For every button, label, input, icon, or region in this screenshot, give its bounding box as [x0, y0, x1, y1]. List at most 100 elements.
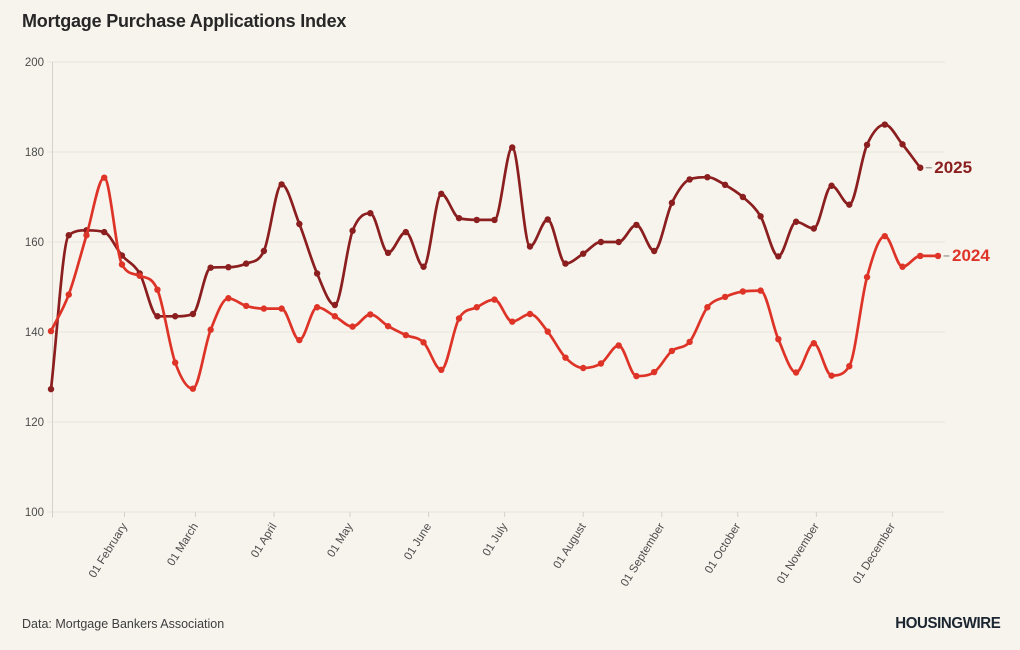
- data-point-2024[interactable]: [367, 311, 374, 318]
- data-point-2024[interactable]: [154, 286, 161, 293]
- data-point-2024[interactable]: [686, 338, 693, 346]
- data-point-2024[interactable]: [207, 326, 214, 333]
- data-point-2025[interactable]: [721, 181, 729, 189]
- data-point-2025[interactable]: [349, 227, 356, 234]
- data-point-2025[interactable]: [597, 238, 605, 246]
- x-tick-label: 01 June: [402, 521, 434, 562]
- data-point-2024[interactable]: [810, 340, 818, 347]
- data-point-2025[interactable]: [863, 141, 871, 148]
- data-point-2025[interactable]: [101, 228, 108, 236]
- data-point-2024[interactable]: [136, 272, 143, 279]
- data-point-2025[interactable]: [438, 190, 445, 198]
- data-point-2024[interactable]: [668, 347, 676, 355]
- data-point-2025[interactable]: [491, 216, 498, 224]
- data-point-2024[interactable]: [917, 252, 924, 260]
- data-point-2024[interactable]: [260, 305, 268, 312]
- data-point-2024[interactable]: [881, 232, 888, 240]
- data-point-2025[interactable]: [846, 201, 853, 208]
- data-point-2025[interactable]: [455, 214, 463, 222]
- data-point-2025[interactable]: [509, 144, 516, 151]
- data-point-2024[interactable]: [597, 360, 605, 367]
- data-point-2024[interactable]: [473, 304, 480, 311]
- data-point-2025[interactable]: [278, 181, 285, 188]
- data-point-2025[interactable]: [775, 253, 782, 260]
- data-point-2025[interactable]: [739, 193, 747, 201]
- data-point-2024[interactable]: [757, 287, 764, 294]
- data-point-2025[interactable]: [757, 213, 764, 220]
- data-point-2024[interactable]: [225, 295, 232, 302]
- data-point-2024[interactable]: [721, 293, 729, 301]
- data-point-2025[interactable]: [207, 264, 214, 271]
- data-point-2024[interactable]: [792, 369, 800, 376]
- data-point-2024[interactable]: [349, 323, 356, 330]
- data-point-2024[interactable]: [899, 263, 906, 270]
- data-point-2024[interactable]: [863, 273, 871, 281]
- data-point-2024[interactable]: [278, 305, 285, 312]
- data-point-2025[interactable]: [544, 216, 551, 223]
- data-point-2025[interactable]: [65, 232, 72, 239]
- data-point-2024[interactable]: [455, 315, 463, 322]
- data-point-2024[interactable]: [171, 359, 179, 366]
- data-point-2024[interactable]: [189, 385, 197, 392]
- data-point-2024[interactable]: [331, 313, 339, 320]
- data-point-2024[interactable]: [739, 288, 747, 295]
- data-point-2024[interactable]: [491, 296, 498, 303]
- data-point-2024[interactable]: [704, 304, 711, 311]
- data-point-2024[interactable]: [846, 363, 853, 370]
- data-point-2025[interactable]: [384, 249, 392, 256]
- data-point-2025[interactable]: [686, 176, 693, 183]
- data-point-2025[interactable]: [171, 313, 179, 320]
- data-point-2024[interactable]: [313, 304, 321, 311]
- data-point-2024[interactable]: [509, 318, 516, 325]
- data-point-2024[interactable]: [83, 232, 90, 239]
- data-point-2025[interactable]: [367, 210, 374, 217]
- data-point-2025[interactable]: [189, 310, 197, 318]
- data-point-2025[interactable]: [668, 199, 676, 207]
- data-point-2024[interactable]: [402, 331, 409, 339]
- data-point-2025[interactable]: [562, 260, 569, 267]
- data-point-2025[interactable]: [154, 313, 161, 320]
- data-point-2025[interactable]: [313, 270, 321, 277]
- data-point-2025[interactable]: [242, 260, 250, 267]
- data-point-2024[interactable]: [544, 328, 551, 335]
- data-point-2024[interactable]: [65, 291, 72, 298]
- data-point-2025[interactable]: [810, 225, 818, 232]
- data-point-2025[interactable]: [47, 385, 55, 393]
- data-point-2025[interactable]: [633, 221, 640, 229]
- data-point-2025[interactable]: [580, 250, 587, 257]
- data-point-2024[interactable]: [934, 252, 942, 260]
- data-point-2024[interactable]: [438, 366, 445, 373]
- data-point-2024[interactable]: [828, 372, 835, 379]
- data-point-2024[interactable]: [526, 310, 534, 318]
- data-point-2025[interactable]: [792, 218, 800, 225]
- data-point-2025[interactable]: [331, 301, 339, 309]
- data-point-2025[interactable]: [473, 216, 480, 224]
- data-point-2024[interactable]: [47, 327, 55, 335]
- data-point-2025[interactable]: [704, 174, 711, 181]
- data-point-2025[interactable]: [650, 247, 658, 255]
- data-point-2024[interactable]: [296, 336, 303, 344]
- data-point-2025[interactable]: [828, 182, 835, 189]
- data-point-2025[interactable]: [526, 243, 534, 250]
- data-point-2025[interactable]: [260, 247, 268, 255]
- data-point-2024[interactable]: [242, 302, 250, 310]
- data-point-2025[interactable]: [881, 121, 888, 128]
- data-point-2024[interactable]: [384, 322, 392, 330]
- data-point-2025[interactable]: [420, 263, 427, 270]
- x-tick-label: 01 May: [325, 521, 355, 560]
- data-point-2025[interactable]: [225, 264, 232, 271]
- data-point-2025[interactable]: [615, 238, 622, 246]
- data-point-2024[interactable]: [615, 342, 622, 349]
- data-point-2024[interactable]: [101, 174, 108, 181]
- data-point-2025[interactable]: [917, 164, 924, 171]
- data-point-2024[interactable]: [633, 372, 640, 380]
- data-point-2024[interactable]: [118, 261, 126, 268]
- data-point-2024[interactable]: [775, 336, 782, 343]
- data-point-2025[interactable]: [402, 228, 409, 236]
- data-point-2025[interactable]: [296, 220, 303, 228]
- data-point-2024[interactable]: [420, 339, 427, 346]
- data-point-2024[interactable]: [580, 364, 587, 372]
- data-point-2024[interactable]: [562, 354, 569, 361]
- data-point-2025[interactable]: [899, 141, 906, 148]
- data-point-2024[interactable]: [650, 368, 658, 376]
